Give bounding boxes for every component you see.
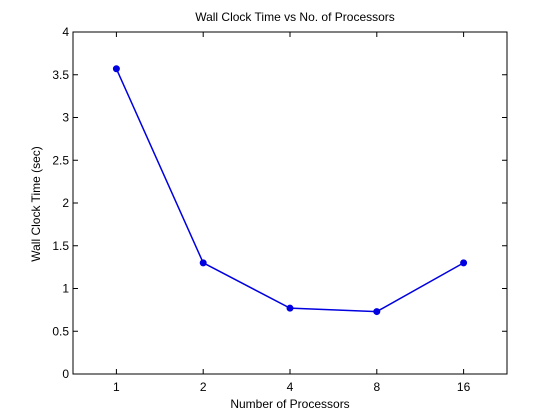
x-tick-label: 1 — [113, 380, 120, 394]
y-tick-label: 0.5 — [52, 324, 69, 338]
y-tick-label: 2 — [62, 196, 69, 210]
x-tick-label: 8 — [373, 380, 380, 394]
data-point — [199, 259, 207, 267]
x-tick-label: 16 — [457, 380, 471, 394]
data-point — [286, 304, 294, 312]
y-tick-label: 3 — [62, 111, 69, 125]
x-tick-label: 2 — [200, 380, 207, 394]
data-point — [460, 259, 468, 267]
y-tick-label: 0 — [62, 367, 69, 381]
y-tick-label: 1.5 — [52, 239, 69, 253]
axes-box — [72, 31, 508, 375]
chart-title: Wall Clock Time vs No. of Processors — [195, 10, 395, 24]
x-axis-label: Number of Processors — [230, 397, 349, 411]
plot-area: 0 0.5 1 1.5 2 2.5 3 3.5 4 1 2 4 8 16 — [52, 25, 508, 394]
y-tick-label: 4 — [62, 25, 69, 39]
y-tick-label: 1 — [62, 282, 69, 296]
data-point — [373, 308, 381, 316]
y-axis-label: Wall Clock Time (sec) — [29, 146, 43, 262]
y-tick-label: 3.5 — [52, 68, 69, 82]
x-tick-label: 4 — [287, 380, 294, 394]
y-tick-label: 2.5 — [52, 153, 69, 167]
data-point — [112, 65, 120, 73]
